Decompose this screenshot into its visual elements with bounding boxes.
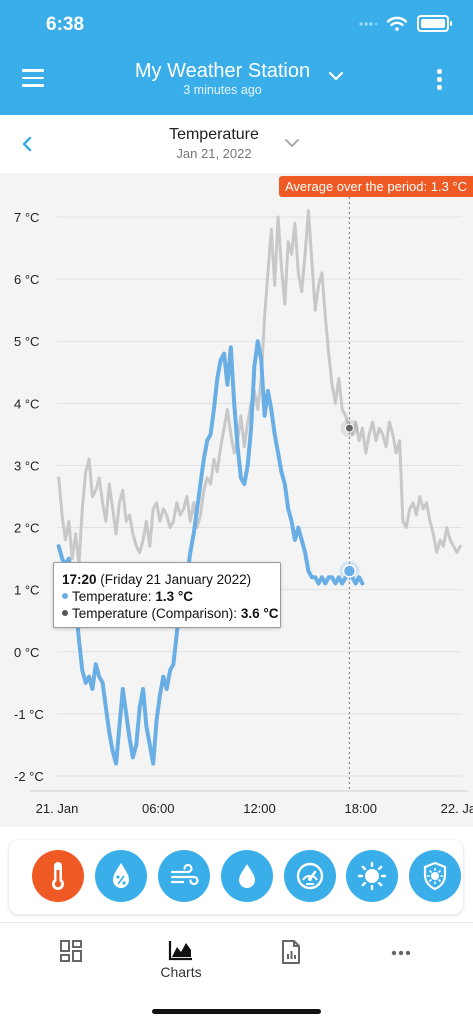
tab-more[interactable] <box>361 939 441 966</box>
chevron-down-icon[interactable] <box>328 70 344 82</box>
tab-reports[interactable] <box>251 939 331 968</box>
last-updated: 3 minutes ago <box>183 83 262 97</box>
category-pressure-button[interactable] <box>284 850 336 902</box>
signal-icon <box>359 21 377 26</box>
series-dot-icon <box>62 610 68 617</box>
hamburger-menu-icon[interactable] <box>22 69 44 87</box>
chart-title[interactable]: Temperature <box>169 126 259 143</box>
x-tick-label: 06:00 <box>142 801 175 816</box>
x-tick-label: 18:00 <box>344 801 377 816</box>
category-temperature-button[interactable] <box>32 850 84 902</box>
tab-dashboard[interactable] <box>31 939 111 966</box>
app-header: 6:38 My Weather Station 3 minutes ago <box>0 0 473 115</box>
chevron-down-icon[interactable] <box>284 137 300 149</box>
tab-charts-label: Charts <box>160 964 202 980</box>
y-tick-label: 2 °C <box>14 521 39 536</box>
category-humidity-button[interactable] <box>95 850 147 902</box>
tooltip-series1-label: Temperature: <box>72 589 152 604</box>
sun-icon <box>357 861 387 891</box>
y-tick-label: 3 °C <box>14 458 39 473</box>
category-wind-button[interactable] <box>158 850 210 902</box>
station-title[interactable]: My Weather Station <box>134 60 311 82</box>
category-solar-button[interactable] <box>346 850 398 902</box>
tab-charts[interactable]: Charts <box>141 939 221 980</box>
x-tick-label: 21. Jan <box>36 801 79 816</box>
more-icon <box>391 950 411 956</box>
chart-date: Jan 21, 2022 <box>176 146 252 161</box>
series-line-comparison <box>57 209 462 567</box>
home-indicator <box>152 1009 321 1014</box>
tooltip-date: (Friday 21 January 2022) <box>100 572 252 587</box>
chart-tooltip: 17:20 (Friday 21 January 2022) Temperatu… <box>53 562 281 628</box>
y-tick-label: 7 °C <box>14 210 39 225</box>
comparison-marker <box>344 423 354 433</box>
wifi-icon <box>387 16 407 31</box>
dashboard-icon <box>60 940 82 962</box>
humidity-percent-icon <box>113 863 129 888</box>
tooltip-series2-value: 3.6 °C <box>240 606 279 621</box>
average-badge: Average over the period: 1.3 °C <box>278 176 473 197</box>
raindrop-icon <box>239 864 255 888</box>
category-uv-button[interactable] <box>409 850 461 902</box>
tooltip-series2-label: Temperature (Comparison): <box>72 606 238 621</box>
temperature-chart[interactable]: -2 °C -1 °C 0 °C 1 °C 2 °C 3 °C 4 °C 5 °C 6 °C 7 … <box>0 173 473 827</box>
status-time: 6:38 <box>46 14 85 35</box>
uv-shield-icon <box>423 861 447 891</box>
report-icon <box>282 940 300 964</box>
charts-icon <box>168 941 192 961</box>
series-dot-icon <box>62 593 68 600</box>
gauge-icon <box>296 862 324 890</box>
status-icons <box>359 15 452 32</box>
tooltip-series1-value: 1.3 °C <box>155 589 193 604</box>
thermometer-icon <box>52 862 64 890</box>
y-tick-label: -1 °C <box>14 707 44 722</box>
y-tick-label: 6 °C <box>14 272 39 287</box>
tooltip-time: 17:20 <box>62 572 97 587</box>
chart-svg[interactable]: -2 °C -1 °C 0 °C 1 °C 2 °C 3 °C 4 °C 5 °C 6 °C 7 … <box>0 173 473 827</box>
y-tick-label: -2 °C <box>14 769 44 784</box>
series-line-temperature <box>56 339 365 766</box>
chart-header: Temperature Jan 21, 2022 <box>0 115 473 173</box>
more-vertical-icon[interactable] <box>437 69 443 93</box>
bottom-tab-bar: Charts <box>0 922 473 1025</box>
category-rain-button[interactable] <box>221 850 273 902</box>
x-tick-label: 12:00 <box>243 801 276 816</box>
y-tick-label: 4 °C <box>14 396 39 411</box>
x-tick-label: 22. Jan <box>441 801 473 816</box>
y-tick-label: 5 °C <box>14 334 39 349</box>
y-tick-label: 1 °C <box>14 583 39 598</box>
y-tick-label: 0 °C <box>14 645 39 660</box>
chevron-left-icon[interactable] <box>20 135 34 153</box>
battery-icon <box>417 15 452 32</box>
wind-icon <box>170 864 199 886</box>
temperature-marker <box>342 564 357 578</box>
sensor-category-bar <box>9 840 463 914</box>
